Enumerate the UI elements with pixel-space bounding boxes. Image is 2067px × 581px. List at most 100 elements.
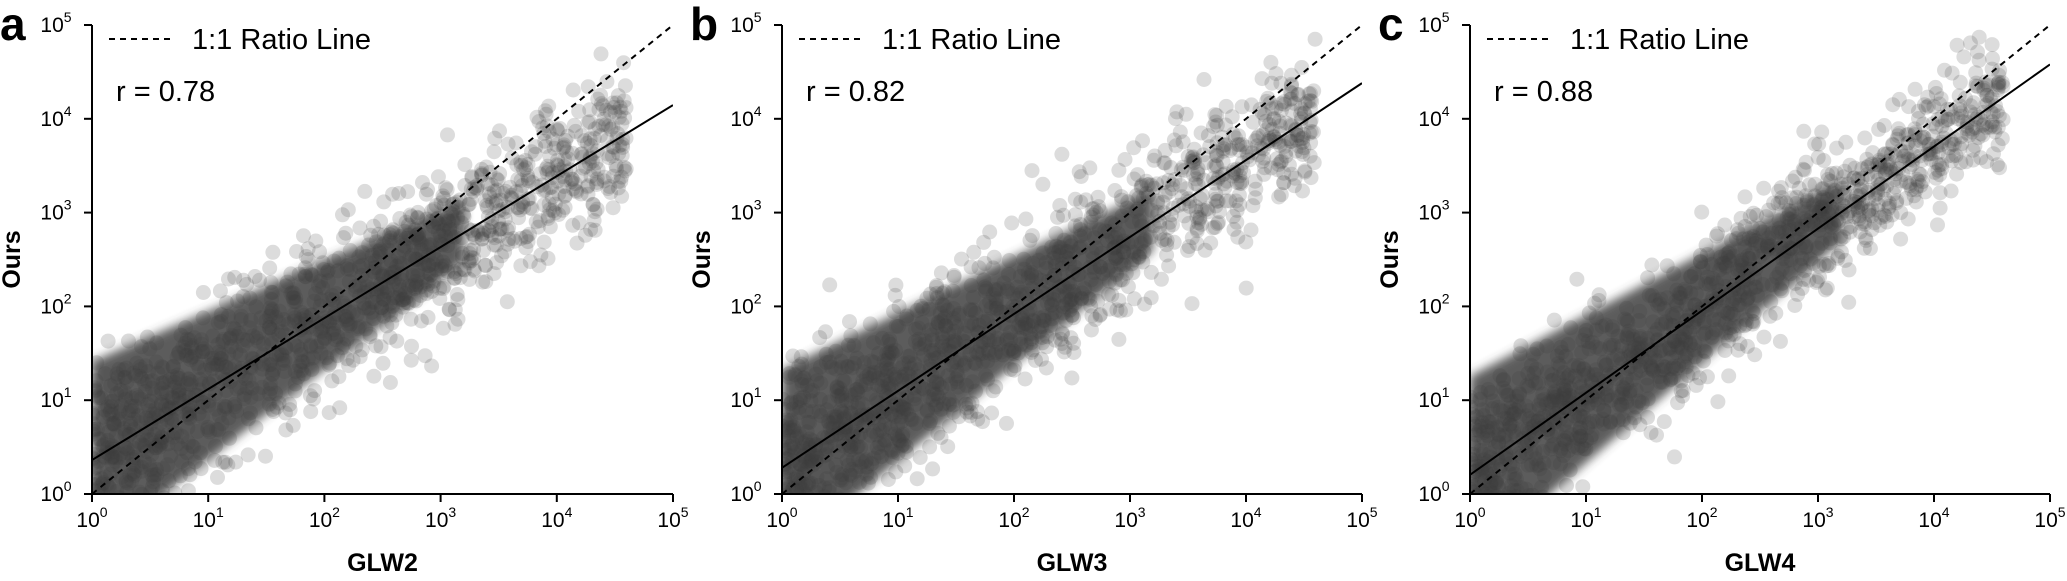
- scatter-point: [1070, 267, 1086, 283]
- scatter-point: [1626, 410, 1642, 426]
- scatter-point: [898, 311, 914, 327]
- scatter-point: [1278, 144, 1294, 160]
- fit-line: [1470, 63, 2050, 476]
- scatter-point: [528, 214, 544, 230]
- scatter-point: [375, 355, 391, 371]
- scatter-point: [298, 269, 314, 285]
- ratio-line: [92, 25, 673, 494]
- scatter-point: [221, 271, 236, 287]
- scatter-point: [1043, 318, 1058, 334]
- scatter-point: [1744, 220, 1760, 236]
- scatter-point: [409, 227, 425, 243]
- scatter-point: [430, 224, 446, 240]
- scatter-point: [326, 325, 342, 341]
- scatter-point: [618, 100, 634, 116]
- scatter-point: [1192, 211, 1208, 227]
- scatter-point: [303, 307, 319, 323]
- scatter-point: [421, 258, 436, 274]
- scatter-point: [438, 228, 453, 244]
- scatter-point: [364, 294, 380, 310]
- scatter-point: [978, 298, 994, 314]
- scatter-point: [1260, 133, 1276, 149]
- scatter-point: [1745, 303, 1760, 319]
- scatter-point: [1949, 37, 1965, 53]
- scatter-point: [1678, 334, 1694, 350]
- scatter-point: [1296, 105, 1312, 121]
- scatter-point: [798, 453, 814, 469]
- scatter-point: [1656, 362, 1672, 378]
- scatter-point: [900, 348, 916, 364]
- scatter-point: [1234, 174, 1250, 189]
- scatter-point: [288, 294, 304, 310]
- scatter-point: [1919, 146, 1935, 162]
- scatter-point: [1018, 337, 1034, 353]
- scatter-point: [1055, 207, 1071, 223]
- scatter-point: [386, 265, 402, 281]
- scatter-point: [181, 371, 197, 387]
- scatter-point: [104, 457, 120, 473]
- scatter-point: [1055, 305, 1071, 321]
- scatter-point: [1479, 427, 1495, 443]
- scatter-point: [1518, 481, 1534, 494]
- scatter-point: [865, 423, 881, 439]
- scatter-point: [1769, 269, 1785, 285]
- scatter-point: [315, 324, 331, 340]
- scatter-point: [100, 333, 116, 349]
- scatter-point: [1864, 222, 1880, 238]
- scatter-point: [1674, 331, 1690, 347]
- scatter-point: [898, 438, 914, 454]
- scatter-point: [1144, 177, 1160, 193]
- scatter-point: [1710, 394, 1726, 410]
- scatter-point: [1655, 374, 1671, 390]
- scatter-point: [1083, 298, 1099, 314]
- scatter-point: [391, 186, 407, 201]
- scatter-point: [1540, 421, 1555, 437]
- scatter-point: [1620, 327, 1636, 342]
- scatter-point: [537, 182, 553, 198]
- scatter-point: [604, 148, 620, 164]
- scatter-point: [1293, 101, 1309, 117]
- scatter-point: [385, 186, 401, 202]
- scatter-point: [197, 362, 213, 378]
- scatter-point: [881, 349, 897, 365]
- scatter-point: [1984, 117, 2000, 133]
- scatter-point: [1671, 290, 1687, 305]
- scatter-point: [1031, 310, 1047, 326]
- scatter-point: [1031, 323, 1047, 339]
- x-axis-title: GLW3: [1037, 549, 1108, 577]
- scatter-point: [1256, 150, 1272, 166]
- scatter-point: [394, 292, 410, 308]
- scatter-point: [1111, 162, 1127, 178]
- scatter-point: [1669, 297, 1685, 313]
- scatter-point: [460, 197, 476, 213]
- scatter-point: [108, 453, 124, 469]
- scatter-point: [1774, 275, 1790, 291]
- scatter-point: [1216, 176, 1232, 192]
- scatter-point: [933, 429, 949, 445]
- scatter-point: [92, 406, 100, 421]
- scatter-point: [931, 376, 947, 392]
- scatter-point: [813, 359, 828, 375]
- scatter-point: [1617, 311, 1633, 327]
- scatter-point: [125, 403, 140, 419]
- scatter-point: [985, 383, 1001, 399]
- scatter-point: [396, 295, 412, 311]
- scatter-point: [1090, 189, 1106, 205]
- scatter-point: [347, 282, 363, 298]
- scatter-point: [1843, 219, 1859, 234]
- scatter-point: [873, 362, 889, 378]
- scatter-point: [1798, 238, 1814, 254]
- scatter-point: [520, 173, 536, 189]
- scatter-point: [1001, 342, 1017, 358]
- scatter-point: [1136, 233, 1152, 249]
- scatter-point: [385, 298, 400, 314]
- scatter-point: [264, 302, 280, 317]
- scatter-point: [1610, 389, 1626, 405]
- scatter-point: [1872, 159, 1888, 175]
- scatter-point: [782, 433, 790, 449]
- scatter-point: [1470, 389, 1478, 405]
- scatter-point: [243, 390, 259, 405]
- scatter-point: [286, 313, 302, 329]
- scatter-point: [220, 457, 236, 473]
- scatter-point: [792, 479, 808, 494]
